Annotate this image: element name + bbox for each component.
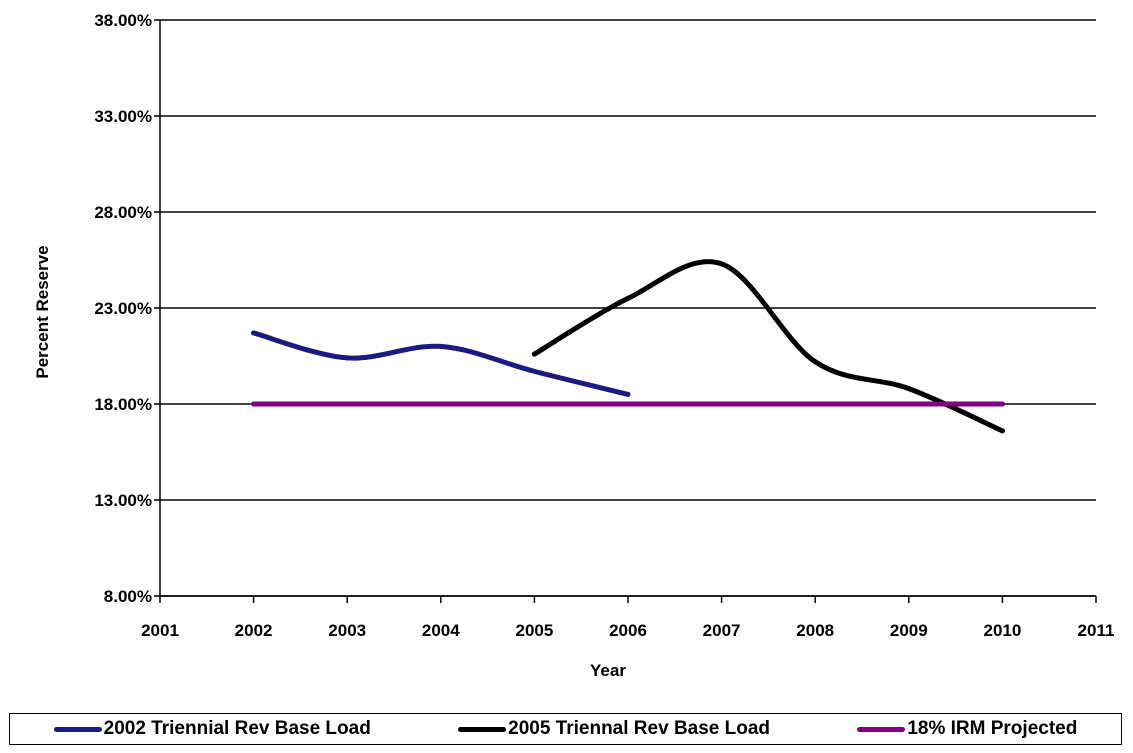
legend-item-series-0: 2002 Triennial Rev Base Load [53,718,371,740]
x-tick-labels: 2001 2002 2003 2004 2005 2006 2007 2008 2009 2010… [141,621,1114,640]
y-tick-label-1: 33.00% [94,107,152,126]
x-tick-label-4: 2005 [515,621,553,640]
series-0-point-1 [344,355,350,361]
series-lines [251,259,1005,434]
x-tick-label-7: 2008 [796,621,834,640]
series-1-point-0 [531,351,537,357]
x-axis-label: Year [590,661,626,680]
series-1-point-5 [999,428,1005,434]
series-2-point-1 [999,401,1005,407]
x-tick-label-2: 2003 [328,621,366,640]
x-tick-label-3: 2004 [422,621,460,640]
series-0-point-3 [531,368,537,374]
x-tick-label-9: 2010 [983,621,1021,640]
x-tick-label-6: 2007 [703,621,741,640]
gridlines [160,19,1096,597]
y-tick-label-2: 28.00% [94,203,152,222]
y-tick-label-3: 23.00% [94,299,152,318]
legend-label-series-2: 18% IRM Projected [907,718,1078,739]
series-2-point-0 [251,401,257,407]
series-line-0 [251,330,631,397]
chart-svg: 38.00% 33.00% 28.00% 23.00% 18.00% 13.00% 8.00… [33,11,1114,680]
series-line-1 [531,259,1005,434]
y-tick-label-5: 13.00% [94,491,152,510]
x-tick-label-8: 2009 [890,621,928,640]
x-tick-label-0: 2001 [141,621,179,640]
legend-label-series-1: 2005 Triennal Rev Base Load [508,718,771,739]
series-0-point-2 [438,343,444,349]
series-1-point-2 [719,261,725,267]
legend: 2002 Triennial Rev Base Load 2005 Trienn… [9,713,1122,745]
legend-swatch-series-2 [857,726,906,732]
x-tick-label-1: 2002 [235,621,273,640]
x-tick-label-5: 2006 [609,621,647,640]
legend-swatch-series-0 [53,726,102,732]
y-tick-label-6: 8.00% [104,587,152,606]
series-0-point-4 [625,391,631,397]
y-tick-label-4: 18.00% [94,395,152,414]
legend-swatch-series-1 [458,726,507,732]
series-1-point-3 [812,359,818,365]
x-tick-label-10: 2011 [1078,621,1115,640]
series-1-point-4 [906,386,912,392]
axes [154,19,1097,603]
series-0-point-0 [251,330,257,336]
legend-item-series-2: 18% IRM Projected [857,718,1077,740]
legend-label-series-0: 2002 Triennial Rev Base Load [103,718,371,739]
legend-item-series-1: 2005 Triennal Rev Base Load [458,718,770,740]
y-tick-labels: 38.00% 33.00% 28.00% 23.00% 18.00% 13.00% 8.00… [94,11,152,606]
y-tick-label-0: 38.00% [94,11,152,30]
y-axis-label: Percent Reserve [33,245,52,378]
series-1-point-1 [625,295,631,301]
